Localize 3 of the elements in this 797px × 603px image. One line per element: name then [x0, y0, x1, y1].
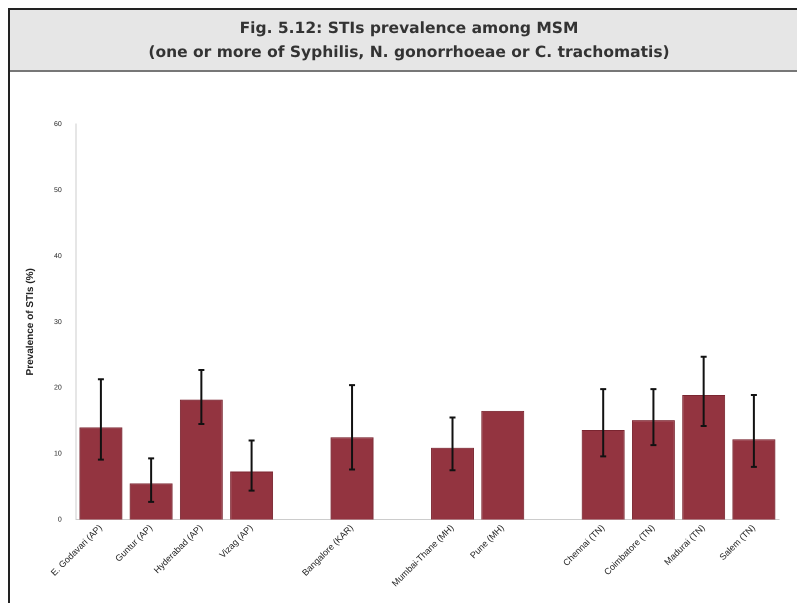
chart-subtitle: (one or more of Syphilis, N. gonorrhoeae or C. trachomatis)	[147, 42, 671, 63]
y-axis-title: Prevalence of STIs (%)	[24, 268, 36, 376]
chart-title: Fig. 5.12: STIs prevalence among MSM	[238, 18, 580, 39]
